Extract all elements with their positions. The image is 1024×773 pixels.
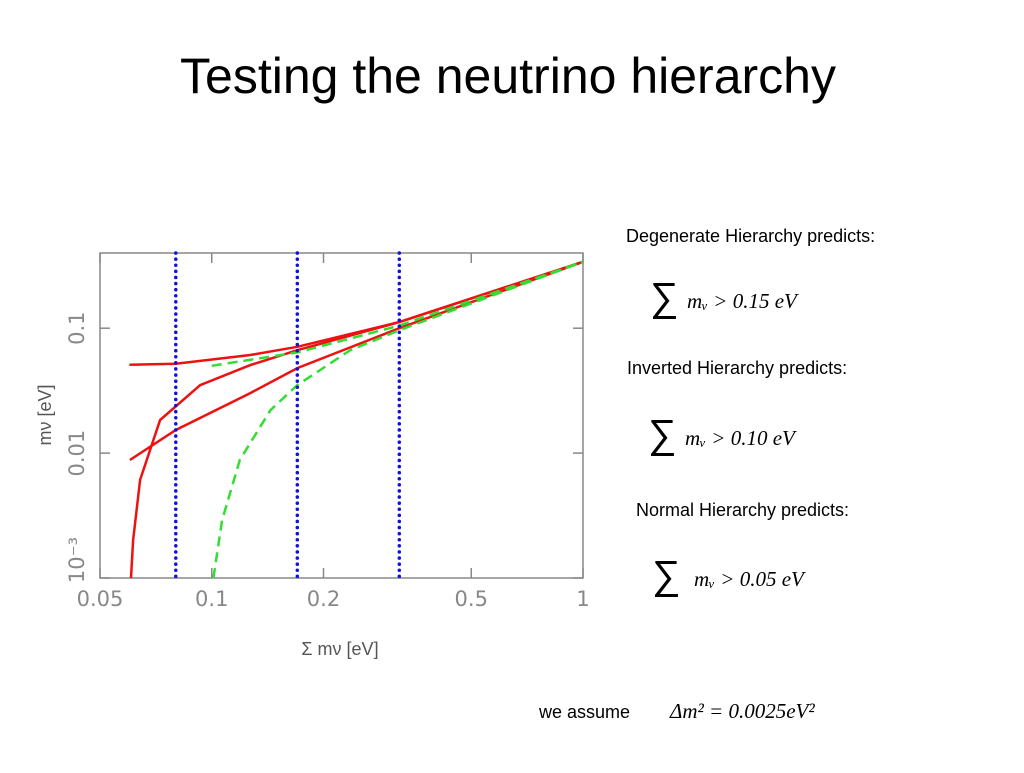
y-axis-label: mν [eV] <box>35 384 55 445</box>
prediction-label: Inverted Hierarchy predicts: <box>627 358 847 378</box>
x-axis-label: Σ mν [eV] <box>301 639 378 659</box>
assumption-label: we assume <box>538 702 630 722</box>
prediction-formula: mᵥ > 0.05 eV <box>694 567 806 591</box>
prediction-label: Degenerate Hierarchy predicts: <box>626 226 875 246</box>
sum-symbol: ∑ <box>648 413 677 457</box>
x-tick-label: 0.05 <box>77 587 124 611</box>
series-line <box>129 260 584 579</box>
sum-symbol: ∑ <box>652 554 681 598</box>
series-line <box>212 260 584 579</box>
x-tick-label: 0.2 <box>307 587 340 611</box>
slide-title: Testing the neutrino hierarchy <box>180 48 836 104</box>
series-line <box>129 260 584 366</box>
prediction-formula: mᵥ > 0.15 eV <box>687 289 799 313</box>
series-line <box>211 260 584 368</box>
y-tick-label: 10⁻³ <box>65 537 89 583</box>
x-tick-label: 1 <box>576 587 589 611</box>
x-tick-label: 0.1 <box>195 587 228 611</box>
y-tick-label: 0.01 <box>65 430 89 477</box>
assumption-formula: Δm² = 0.0025eV² <box>669 699 815 723</box>
sum-symbol: ∑ <box>650 276 679 320</box>
series-line <box>129 260 584 462</box>
prediction-label: Normal Hierarchy predicts: <box>636 500 849 520</box>
plot-frame <box>99 252 584 579</box>
prediction-formula: mᵥ > 0.10 eV <box>685 426 797 450</box>
y-tick-label: 0.1 <box>65 311 89 344</box>
x-tick-label: 0.5 <box>455 587 488 611</box>
